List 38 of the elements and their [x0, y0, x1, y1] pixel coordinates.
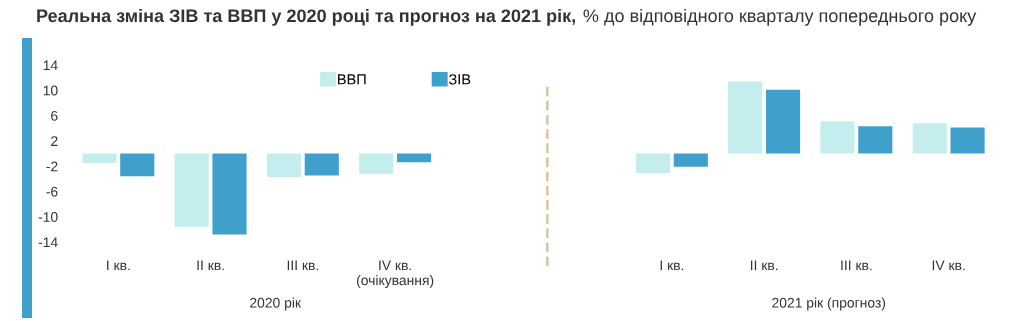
- bar: [174, 153, 209, 227]
- bar: [635, 153, 671, 174]
- y-tick-label: -2: [46, 161, 58, 172]
- y-tick-label: -14: [38, 237, 58, 248]
- bar: [765, 89, 801, 154]
- x-tick-label: II кв.: [750, 260, 778, 271]
- bar: [266, 153, 302, 177]
- text: 2020 рік: [250, 297, 302, 311]
- x-tick-label: IV кв.: [932, 260, 965, 271]
- bar: [120, 153, 155, 177]
- x-tick-label: III кв.: [287, 260, 318, 271]
- bar: [950, 127, 985, 154]
- bar: [396, 153, 432, 163]
- bar: [304, 153, 339, 176]
- bar: [359, 153, 394, 174]
- bar: [82, 153, 117, 163]
- bar: [673, 153, 708, 167]
- bar: [820, 121, 855, 154]
- bar: [912, 123, 947, 154]
- bar: [858, 126, 893, 154]
- y-tick-label: 10: [43, 85, 58, 96]
- y-tick-label: 6: [51, 110, 58, 121]
- x-tick-label: I кв.: [107, 260, 130, 271]
- y-tick-label: -6: [46, 186, 58, 197]
- bar: [212, 153, 247, 235]
- legend-label: ВВП: [338, 74, 366, 85]
- y-tick-label: 2: [51, 136, 58, 146]
- bar: [728, 81, 763, 154]
- y-tick-label: -10: [38, 212, 58, 222]
- x-tick-label: I кв.: [660, 260, 684, 271]
- legend-label: ЗІВ: [448, 74, 471, 85]
- x-tick-label: IV кв. (очікування): [357, 260, 434, 288]
- x-tick-label: III кв.: [841, 260, 872, 271]
- chart-title: Реальна зміна ЗІВ та ВВП у 2020 році та прогноз на 2021 рік,: [37, 8, 575, 26]
- y-tick-label: 14: [43, 60, 58, 71]
- text: 2021 рік (прогноз): [772, 297, 886, 311]
- chart-subtitle: % до відповідного кварталу попереднього року: [583, 8, 977, 26]
- x-tick-label: II кв.: [197, 260, 224, 271]
